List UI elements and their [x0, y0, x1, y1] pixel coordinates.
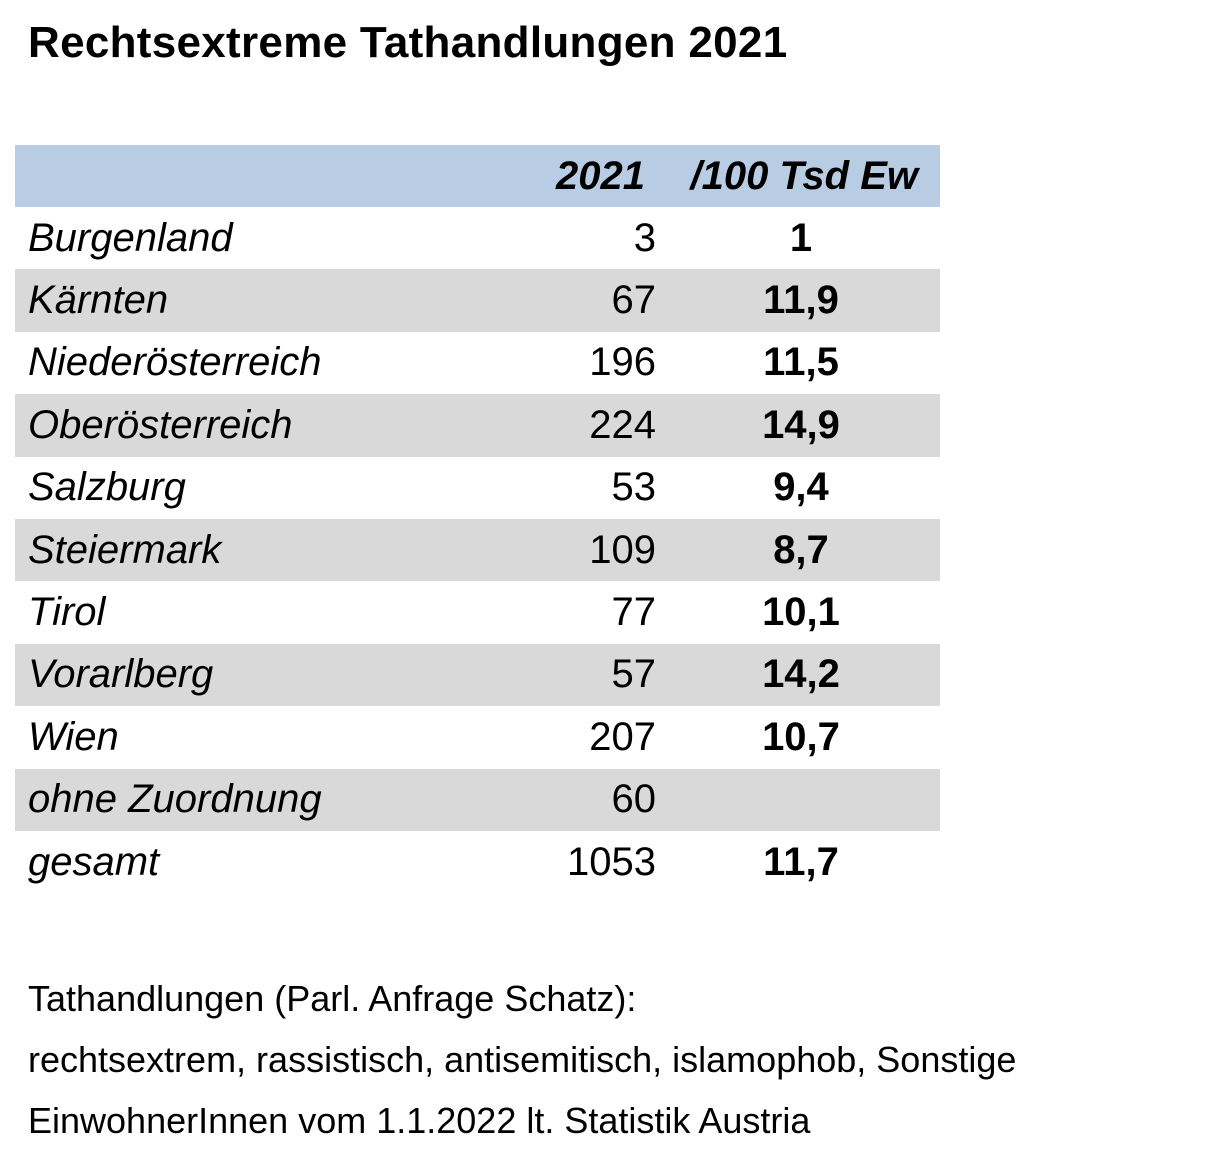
row-rate: 11,7: [763, 839, 839, 884]
table-row: Burgenland 3 1: [15, 207, 940, 269]
row-name: gesamt: [28, 839, 160, 884]
data-table: 2021 /100 Tsd Ew Burgenland 3 1 Kärnten …: [15, 145, 940, 893]
row-count: 53: [611, 465, 657, 510]
footnote-line: Tathandlungen (Parl. Anfrage Schatz):: [28, 978, 637, 1019]
header-rate: /100 Tsd Ew: [690, 153, 919, 198]
table-row: Steiermark 109 8,7: [15, 518, 940, 582]
row-count: 3: [633, 215, 656, 260]
row-rate: 10,1: [762, 590, 840, 635]
row-name: ohne Zuordnung: [28, 777, 322, 822]
row-count: 207: [589, 714, 656, 759]
row-count: 109: [589, 527, 656, 572]
row-rate: 11,5: [763, 340, 839, 385]
table-row: Kärnten 67 11,9: [15, 269, 940, 332]
table-row: Niederösterreich 196 11,5: [15, 332, 940, 394]
row-rate: [715, 769, 887, 831]
row-count: 77: [611, 590, 657, 635]
row-rate: 10,7: [762, 714, 840, 759]
row-name: Burgenland: [28, 215, 233, 260]
row-rate: 14,2: [762, 652, 840, 697]
table-header-row: 2021 /100 Tsd Ew: [15, 145, 940, 207]
row-rate: 11,9: [763, 278, 839, 323]
row-count: 67: [611, 278, 657, 323]
row-rate: 9,4: [773, 465, 829, 510]
table-row: Vorarlberg 57 14,2: [15, 643, 940, 707]
row-count: 1053: [567, 839, 656, 884]
table-row: Wien 207 10,7: [15, 706, 940, 768]
row-rate: 1: [789, 215, 813, 260]
row-rate: 8,7: [773, 527, 829, 572]
row-rate: 14,9: [762, 402, 840, 447]
table-row: ohne Zuordnung 60: [15, 768, 940, 831]
row-name: Tirol: [28, 590, 106, 635]
row-name: Steiermark: [28, 527, 222, 572]
row-count: 224: [589, 402, 656, 447]
table-row: Tirol 77 10,1: [15, 581, 940, 643]
row-name: Oberösterreich: [28, 402, 293, 447]
row-count: 60: [611, 777, 657, 822]
footnote-line: rechtsextrem, rassistisch, antisemitisch…: [28, 1039, 1017, 1080]
row-name: Wien: [28, 714, 119, 759]
table-row-total: gesamt 1053 11,7: [15, 831, 940, 893]
row-name: Salzburg: [28, 465, 186, 510]
page-title: Rechtsextreme Tathandlungen 2021: [28, 18, 788, 67]
row-name: Vorarlberg: [28, 652, 214, 697]
footnotes: Tathandlungen (Parl. Anfrage Schatz): re…: [28, 968, 1016, 1151]
footnote-line: EinwohnerInnen vom 1.1.2022 lt. Statisti…: [28, 1100, 811, 1141]
row-name: Kärnten: [28, 278, 169, 323]
table-row: Oberösterreich 224 14,9: [15, 394, 940, 457]
header-year: 2021: [556, 153, 645, 198]
table-row: Salzburg 53 9,4: [15, 457, 940, 519]
row-name: Niederösterreich: [28, 340, 322, 385]
row-count: 196: [589, 340, 656, 385]
row-count: 57: [611, 652, 657, 697]
